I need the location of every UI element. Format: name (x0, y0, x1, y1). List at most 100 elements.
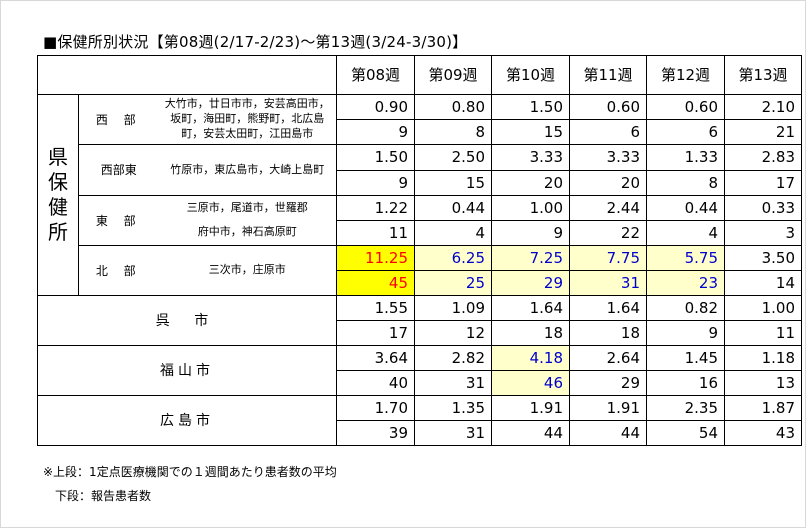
pref-label-char: 健 (48, 195, 68, 219)
region-north: 北 部 (78, 245, 159, 296)
count-cell-alert: 45 (336, 270, 415, 296)
avg-cell: 1.91 (569, 395, 647, 421)
avg-cell: 2.10 (724, 94, 802, 120)
avg-cell: 0.90 (336, 94, 415, 120)
count-cell: 9 (646, 320, 725, 346)
avg-cell: 1.33 (646, 144, 725, 171)
avg-cell: 0.33 (724, 195, 802, 221)
count-cell-warning: 29 (491, 270, 570, 296)
table-row: 9 8 15 6 6 21 (38, 119, 802, 145)
count-cell: 4 (646, 220, 725, 246)
count-cell: 54 (646, 420, 725, 446)
pref-label-char: 所 (48, 220, 68, 244)
avg-cell: 2.83 (724, 144, 802, 171)
count-cell: 22 (569, 220, 647, 246)
count-cell: 20 (491, 170, 570, 196)
header-row: 第08週 第09週 第10週 第11週 第12週 第13週 (37, 55, 802, 95)
avg-cell: 2.82 (414, 345, 492, 371)
count-cell: 9 (336, 119, 415, 145)
region-west-east: 西部東 (78, 144, 159, 196)
avg-cell: 3.33 (491, 144, 570, 171)
avg-cell: 1.91 (491, 395, 570, 421)
week-header: 第11週 (569, 55, 647, 95)
count-cell: 18 (569, 320, 647, 346)
count-cell: 31 (414, 370, 492, 396)
avg-cell: 1.00 (724, 295, 802, 321)
table-row: 県 保 健 所 西 部 大竹市，廿日市市，安芸高田市，坂町，海田町，熊野町，北広… (37, 94, 802, 296)
count-cell: 40 (336, 370, 415, 396)
count-cell: 16 (646, 370, 725, 396)
count-cell: 12 (414, 320, 492, 346)
table-row: 39 31 44 44 54 43 (38, 420, 802, 446)
count-cell-warning: 23 (646, 270, 725, 296)
avg-cell: 1.70 (336, 395, 415, 421)
pref-label-char: 保 (48, 170, 68, 194)
avg-cell: 1.00 (491, 195, 570, 221)
week-header: 第09週 (414, 55, 492, 95)
count-cell: 8 (646, 170, 725, 196)
count-cell-warning: 46 (491, 370, 570, 396)
avg-cell: 1.50 (491, 94, 570, 120)
municipalities-east-a: 三原市，尾道市，世羅郡 (158, 195, 337, 221)
count-cell: 31 (414, 420, 492, 446)
avg-cell: 3.64 (336, 345, 415, 371)
count-cell: 15 (491, 119, 570, 145)
avg-cell: 1.64 (569, 295, 647, 321)
count-cell: 13 (724, 370, 802, 396)
avg-cell-warning: 7.25 (491, 245, 570, 271)
avg-cell: 1.22 (336, 195, 415, 221)
avg-cell: 1.50 (336, 144, 415, 171)
count-cell-warning: 25 (414, 270, 492, 296)
avg-cell: 3.33 (569, 144, 647, 171)
table-row: 西部東 竹原市，東広島市，大崎上島町 1.50 2.50 3.33 3.33 1… (38, 144, 802, 196)
count-cell: 6 (569, 119, 647, 145)
week-header: 第08週 (336, 55, 415, 95)
count-cell: 15 (414, 170, 492, 196)
city-kure: 呉 市 (37, 295, 337, 346)
avg-cell: 2.35 (646, 395, 725, 421)
count-cell: 11 (336, 220, 415, 246)
table-row: 広島市 1.70 1.35 1.91 1.91 2.35 1.87 (37, 395, 802, 446)
avg-cell: 3.50 (724, 245, 802, 271)
count-cell: 3 (724, 220, 802, 246)
count-cell: 8 (414, 119, 492, 145)
avg-cell-warning: 4.18 (491, 345, 570, 371)
count-cell: 43 (724, 420, 802, 446)
count-cell: 18 (491, 320, 570, 346)
municipalities-west: 大竹市，廿日市市，安芸高田市，坂町，海田町，熊野町，北広島町，安芸太田町，江田島… (158, 94, 337, 145)
count-cell: 9 (336, 170, 415, 196)
week-header: 第10週 (491, 55, 570, 95)
table-row: 福山市 3.64 2.82 4.18 2.64 1.45 1.18 (37, 345, 802, 396)
region-west: 西 部 (78, 94, 159, 145)
count-cell: 17 (724, 170, 802, 196)
avg-cell: 1.45 (646, 345, 725, 371)
municipalities-west-east: 竹原市，東広島市，大崎上島町 (158, 144, 337, 196)
avg-cell: 0.80 (414, 94, 492, 120)
table-row: 17 12 18 18 9 11 (38, 320, 802, 346)
avg-cell: 1.35 (414, 395, 492, 421)
pref-label-char: 県 (48, 145, 68, 169)
count-cell: 29 (569, 370, 647, 396)
count-cell: 44 (569, 420, 647, 446)
avg-cell: 0.44 (414, 195, 492, 221)
avg-cell-warning: 6.25 (414, 245, 492, 271)
city-hiroshima: 広島市 (37, 395, 337, 446)
avg-cell: 0.60 (646, 94, 725, 120)
count-cell-warning: 31 (569, 270, 647, 296)
count-cell: 4 (414, 220, 492, 246)
avg-cell: 0.82 (646, 295, 725, 321)
table-row: 府中市，神石高原町 11 4 9 22 4 3 (38, 220, 802, 246)
count-cell: 17 (336, 320, 415, 346)
avg-cell: 1.18 (724, 345, 802, 371)
avg-cell: 1.09 (414, 295, 492, 321)
prefecture-health-center-label: 県 保 健 所 (37, 94, 79, 296)
region-east: 東 部 (78, 195, 159, 246)
count-cell: 6 (646, 119, 725, 145)
note-line-2: 下段：報告患者数 (55, 489, 152, 503)
count-cell: 20 (569, 170, 647, 196)
week-header: 第13週 (724, 55, 802, 95)
count-cell: 39 (336, 420, 415, 446)
avg-cell: 0.44 (646, 195, 725, 221)
avg-cell: 1.55 (336, 295, 415, 321)
avg-cell-warning: 5.75 (646, 245, 725, 271)
